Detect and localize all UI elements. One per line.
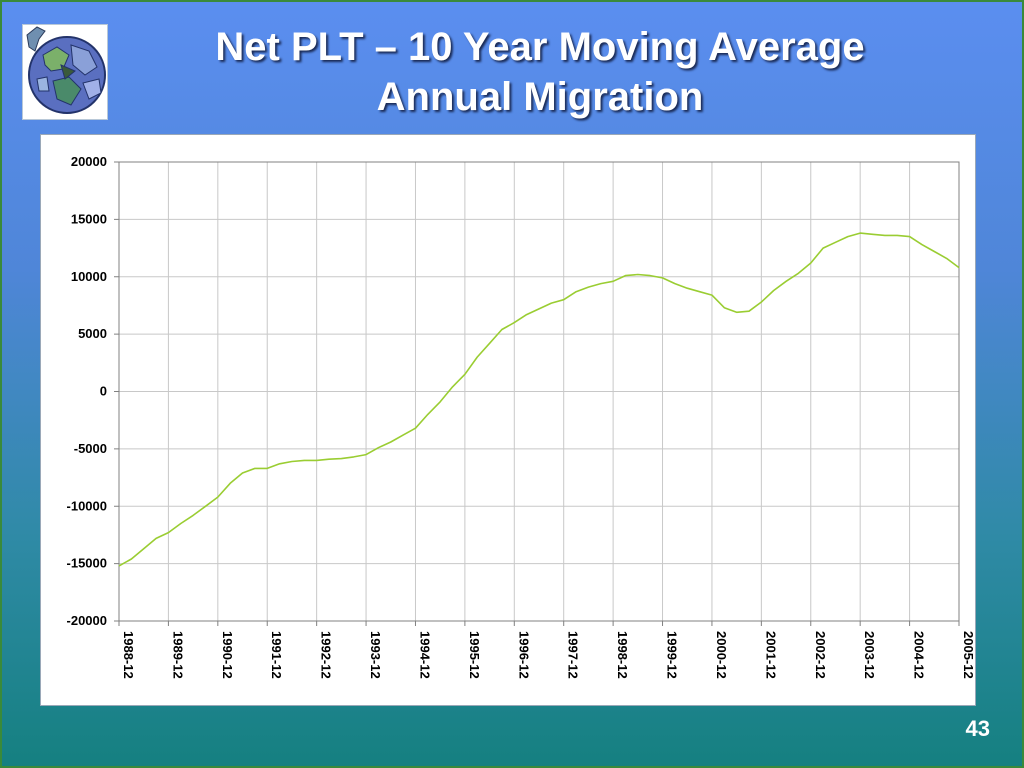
y-tick-label: 10000 [71,269,107,284]
y-tick-label: 0 [100,384,107,399]
x-tick-label: 1988-12 [121,631,136,679]
x-tick-label: 1993-12 [368,631,383,679]
x-tick-label: 1998-12 [615,631,630,679]
x-tick-label: 2002-12 [813,631,828,679]
x-tick-label: 1996-12 [516,631,531,679]
x-tick-label: 2004-12 [912,631,927,679]
slide-title-line1: Net PLT – 10 Year Moving Average [215,25,865,69]
y-tick-label: 5000 [78,326,107,341]
y-tick-label: 20000 [71,154,107,169]
x-tick-label: 1989-12 [170,631,185,679]
x-tick-label: 1999-12 [665,631,680,679]
slide-title-line2: Annual Migration [376,75,704,119]
y-tick-label: -15000 [67,556,107,571]
y-tick-label: -5000 [74,441,107,456]
x-tick-label: 1997-12 [566,631,581,679]
y-tick-label: -20000 [67,613,107,628]
x-tick-label: 1991-12 [269,631,284,679]
plot-border [118,161,960,622]
globe-icon [22,24,108,120]
slide-number: 43 [965,716,990,741]
line-chart: 20000 15000 10000 5000 0 -5000 -10000 -15000 -20… [67,154,975,679]
slide-title: Net PLT – 10 Year Moving Average Annual … [110,22,970,122]
x-tick-label: 1992-12 [319,631,334,679]
y-tick-label: 15000 [71,211,107,226]
chart-panel: 20000 15000 10000 5000 0 -5000 -10000 -15000 -20… [40,134,976,706]
x-tick-label: 2001-12 [763,631,778,679]
y-tick-label: -10000 [67,498,107,513]
x-tick-label: 2000-12 [714,631,729,679]
x-tick-label: 1995-12 [467,631,482,679]
x-tick-label: 2005-12 [961,631,975,679]
x-tick-label: 1990-12 [220,631,235,679]
series-line [118,232,960,567]
x-tick-label: 1994-12 [417,631,432,679]
x-tick-label: 2003-12 [862,631,877,679]
